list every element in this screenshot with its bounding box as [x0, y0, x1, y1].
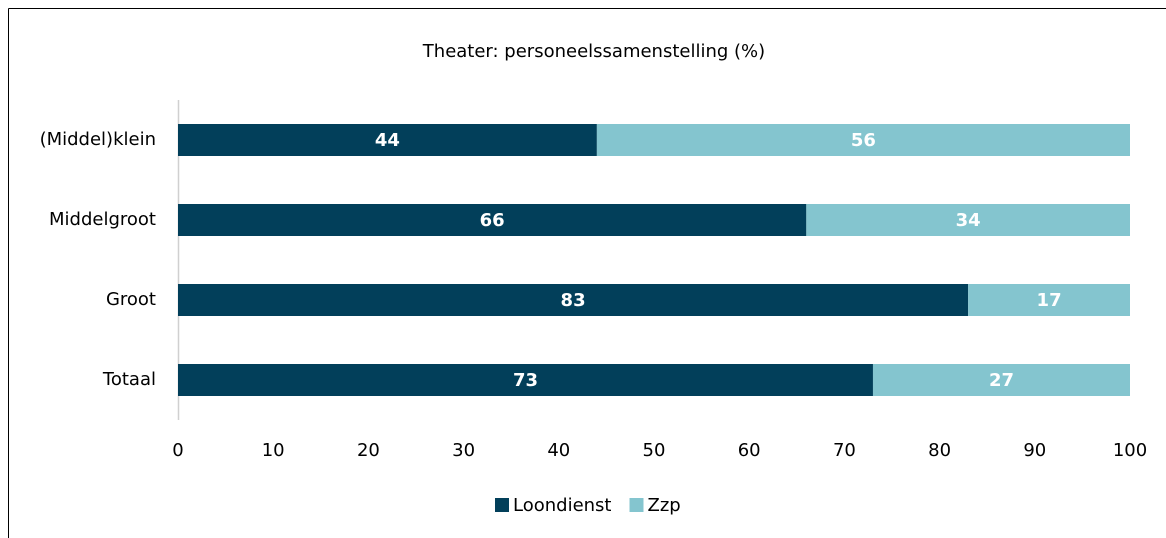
legend-label: Loondienst	[513, 495, 612, 516]
value-label: 34	[956, 210, 981, 231]
bar-segment	[968, 284, 1130, 316]
value-label: 83	[561, 290, 586, 311]
x-tick-label: 20	[357, 440, 380, 461]
bar-segment	[872, 364, 1130, 396]
x-tick-label: 30	[452, 440, 475, 461]
value-label: 66	[480, 210, 505, 231]
legend-swatch	[495, 498, 509, 512]
x-tick-label: 70	[833, 440, 856, 461]
x-tick-label: 40	[547, 440, 570, 461]
x-tick-label: 60	[738, 440, 761, 461]
x-tick-label: 10	[262, 440, 285, 461]
x-tick-label: 100	[1113, 440, 1147, 461]
value-label: 56	[851, 130, 876, 151]
bar-segment	[596, 124, 1130, 156]
x-tick-label: 50	[643, 440, 666, 461]
chart-title: Theater: personeelssamenstelling (%)	[422, 41, 765, 62]
bar-segment	[178, 284, 969, 316]
value-label: 73	[513, 370, 538, 391]
x-tick-label: 80	[928, 440, 951, 461]
value-label: 17	[1037, 290, 1062, 311]
y-tick-label: Totaal	[102, 369, 156, 390]
x-tick-label: 0	[172, 440, 183, 461]
bar-segment	[806, 204, 1130, 236]
legend-swatch	[629, 498, 644, 512]
legend-label: Zzp	[648, 495, 681, 516]
value-label: 27	[989, 370, 1014, 391]
bar-segment	[178, 364, 873, 396]
y-tick-label: Middelgroot	[49, 209, 156, 230]
bar-segment	[178, 204, 807, 236]
y-tick-label: Groot	[106, 289, 156, 310]
y-tick-label: (Middel)klein	[40, 129, 156, 150]
value-label: 44	[375, 130, 400, 151]
x-tick-label: 90	[1023, 440, 1046, 461]
bar-segment	[178, 124, 597, 156]
